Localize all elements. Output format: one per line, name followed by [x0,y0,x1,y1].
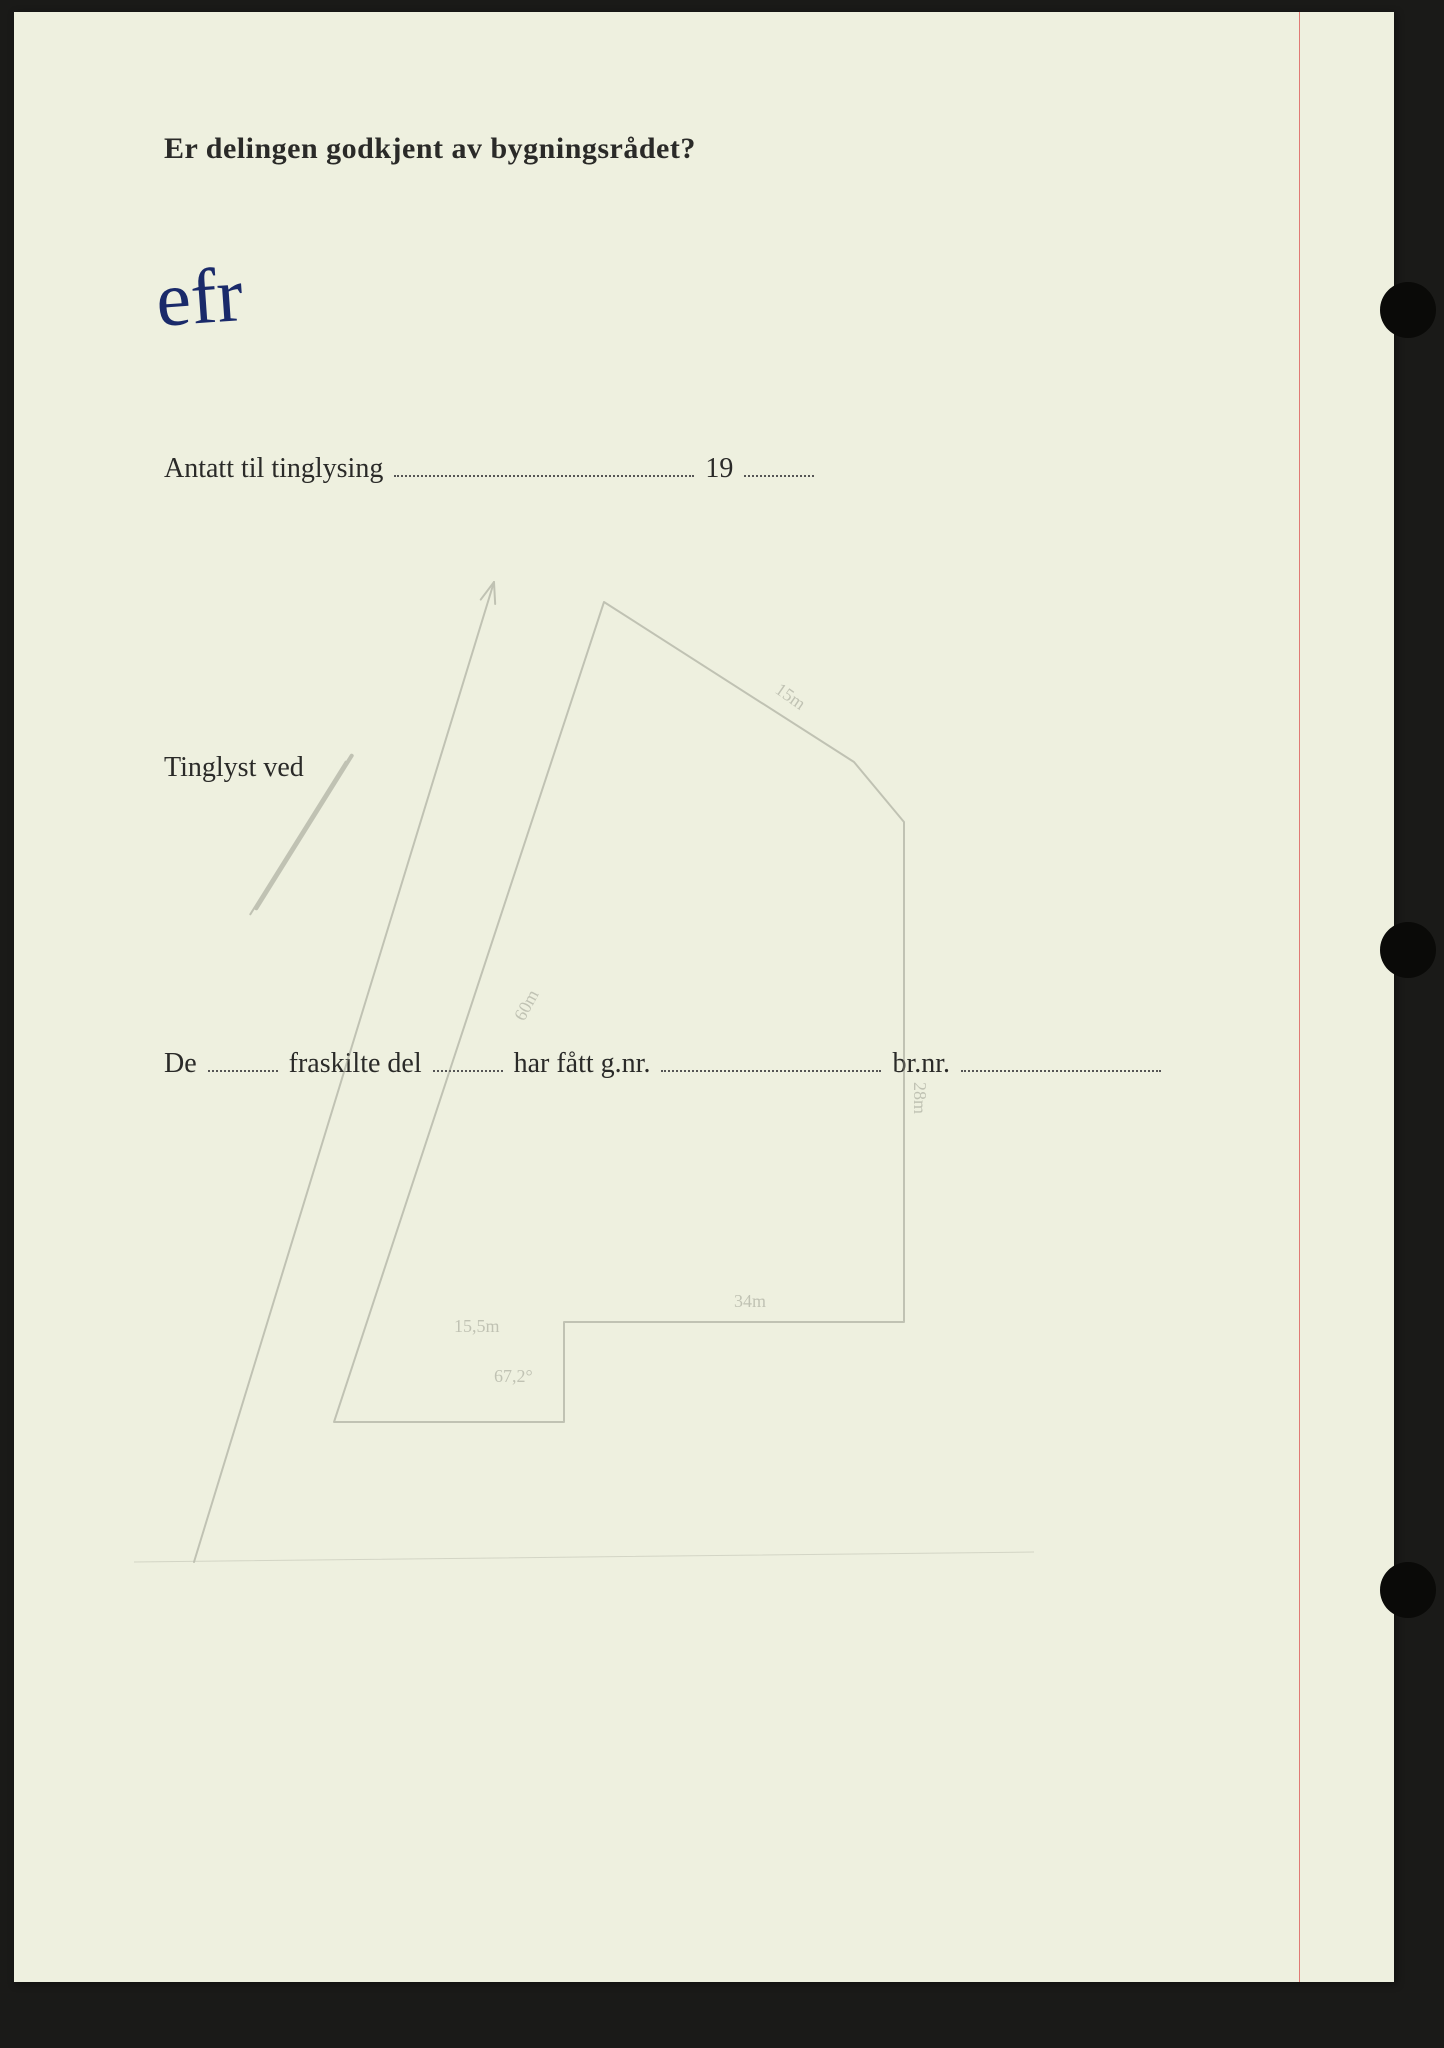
antatt-year-field[interactable] [744,452,814,477]
svg-text:15m: 15m [772,679,810,714]
svg-text:60m: 60m [510,986,543,1024]
punch-hole [1380,922,1436,978]
row-fraskilte-del: De fraskilte del har fått g.nr. br.nr. [164,1047,1165,1080]
antatt-date-field[interactable] [394,452,694,477]
year-prefix: 19 [705,453,733,484]
fraskilte-label: fraskilte del [289,1048,422,1079]
svg-text:67,2°: 67,2° [494,1366,533,1386]
punch-hole [1380,1562,1436,1618]
approval-question: Er delingen godkjent av bygningsrådet? [164,132,1184,166]
fraskilte-field[interactable] [433,1047,503,1072]
punch-hole [1380,282,1436,338]
de-label: De [164,1048,197,1079]
antatt-label: Antatt til tinglysing [164,453,383,484]
svg-text:28m: 28m [910,1082,930,1114]
de-field[interactable] [208,1047,278,1072]
row-antatt-tinglysing: Antatt til tinglysing 19 [164,452,818,485]
survey-sketch: 15m 28m 34m 15,5m 67,2° 60m [134,562,1034,1662]
harfatt-label: har fått g.nr. [514,1048,651,1079]
gnr-field[interactable] [661,1047,881,1072]
tinglyst-label: Tinglyst ved [164,752,304,783]
right-margin-rule [1299,12,1300,1982]
brnr-field[interactable] [961,1047,1161,1072]
svg-text:34m: 34m [734,1291,766,1311]
svg-text:15,5m: 15,5m [454,1316,500,1336]
content-area: Er delingen godkjent av bygningsrådet? [164,132,1184,166]
document-page: Er delingen godkjent av bygningsrådet? e… [14,12,1394,1982]
brnr-label: br.nr. [892,1048,950,1079]
handwritten-initials: efr [153,249,246,345]
row-tinglyst-ved: Tinglyst ved [164,752,304,784]
